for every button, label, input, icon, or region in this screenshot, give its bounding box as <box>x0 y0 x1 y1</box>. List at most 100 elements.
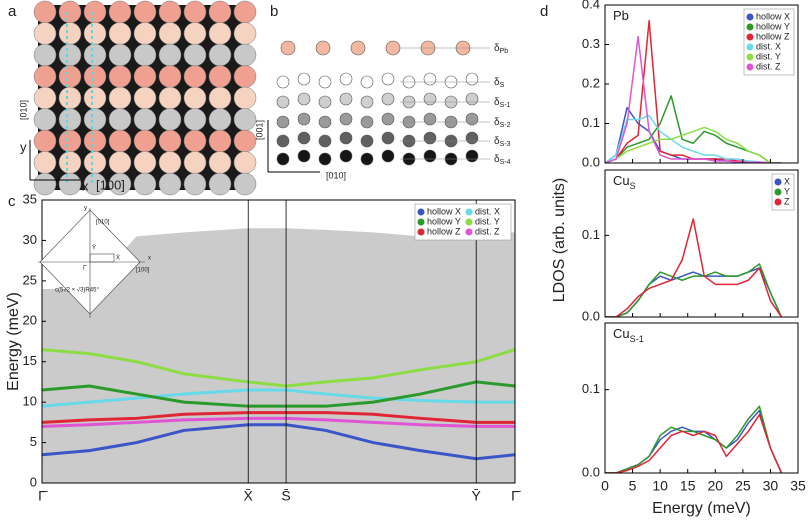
atom <box>58 129 82 153</box>
legend-swatch <box>417 218 425 226</box>
atom <box>158 172 182 196</box>
x-tick-label: 20 <box>707 478 723 494</box>
y-tick-label: 30 <box>23 232 37 247</box>
series-line <box>605 218 783 317</box>
atom <box>360 75 374 89</box>
atom <box>423 92 437 106</box>
atom <box>183 0 207 24</box>
atom <box>339 72 353 86</box>
layer-label: δPb <box>494 43 508 56</box>
atom <box>465 112 479 126</box>
atom <box>318 95 332 109</box>
y-axis-label: LDOS (arb. units) <box>551 178 568 302</box>
atom <box>297 149 311 163</box>
atom <box>208 108 232 131</box>
atom <box>183 22 207 45</box>
atom <box>276 152 290 166</box>
y-axis-label: Energy (meV) <box>5 292 22 391</box>
legend-label: Z <box>784 196 790 206</box>
legend-swatch <box>465 218 473 226</box>
x-tick-label: 30 <box>763 478 779 494</box>
y-tick-label: 0.1 <box>582 381 600 396</box>
atom <box>465 72 479 86</box>
atom <box>183 43 207 67</box>
legend-swatch <box>746 53 754 61</box>
atom <box>339 92 353 106</box>
atom <box>108 43 132 67</box>
atom <box>33 65 57 88</box>
atom <box>58 172 82 196</box>
axis-label: [010] <box>18 100 28 120</box>
atom <box>208 65 232 88</box>
layer-label-main: δ <box>494 43 500 54</box>
axis-label: [001] <box>254 120 264 140</box>
x-tick-label: S̄ <box>281 488 290 504</box>
legend-swatch <box>774 178 782 186</box>
atom <box>33 86 57 110</box>
atom <box>133 151 157 174</box>
atom <box>83 151 107 174</box>
legend-box <box>414 203 512 241</box>
legend-swatch <box>746 63 754 71</box>
atom <box>83 0 107 24</box>
inset: y [010] x [100] Γ̄ X̄ Ȳc(5√2 × √3)R45° <box>38 206 151 318</box>
legend-swatch <box>417 208 425 216</box>
atom <box>276 75 290 89</box>
atom <box>33 0 57 24</box>
x-tick-label: 5 <box>629 478 637 494</box>
atom <box>133 108 157 131</box>
atom <box>58 108 82 131</box>
layer-label-main: δ <box>494 97 500 108</box>
atom <box>158 65 182 88</box>
atom <box>158 43 182 67</box>
atom <box>315 40 331 56</box>
legend-label: dist. Y <box>475 216 500 226</box>
y-tick-label: 15 <box>23 353 37 368</box>
atom <box>133 86 157 110</box>
atom <box>297 131 311 145</box>
atom <box>33 22 57 45</box>
plot-title-main: Cu <box>613 326 630 341</box>
atom <box>280 40 296 56</box>
y-tick-label: 0.0 <box>582 308 600 323</box>
atom <box>360 115 374 129</box>
atom <box>360 134 374 148</box>
atom <box>183 129 207 153</box>
legend-label: hollow Y <box>756 21 790 31</box>
legend-label: dist. Z <box>475 226 500 236</box>
y-tick-label: 10 <box>23 394 37 409</box>
atom <box>83 108 107 131</box>
atom <box>108 129 132 153</box>
atom <box>233 151 257 174</box>
layer-label: δS-1 <box>494 97 511 110</box>
atom <box>465 131 479 145</box>
y-tick-label: 0.1 <box>582 227 600 242</box>
atom <box>381 131 395 145</box>
plot-title-sub: S <box>630 181 636 191</box>
atom <box>208 43 232 67</box>
layer-label: δS-3 <box>494 136 511 149</box>
atom <box>108 151 132 174</box>
atom <box>108 108 132 131</box>
atom <box>108 65 132 88</box>
legend-swatch <box>465 228 473 236</box>
layer-label-main: δ <box>494 154 500 165</box>
plot-title: CuS-1 <box>613 326 644 344</box>
atom <box>158 151 182 174</box>
inset-label: c(5√2 × √3)R45° <box>55 287 99 294</box>
layer-label-main: δ <box>494 136 500 147</box>
y-tick-label: 0.0 <box>582 464 600 479</box>
layer-label: δS-2 <box>494 117 511 130</box>
atom <box>33 108 57 131</box>
atom <box>297 92 311 106</box>
atom <box>360 95 374 109</box>
atom <box>58 22 82 45</box>
atom <box>381 149 395 163</box>
atom <box>33 151 57 174</box>
atom <box>158 22 182 45</box>
x-tick-label: 0 <box>601 478 609 494</box>
layer-label: δS <box>494 77 505 90</box>
y-tick-label: 0.2 <box>582 75 600 90</box>
legend-label: dist. Y <box>756 51 781 61</box>
